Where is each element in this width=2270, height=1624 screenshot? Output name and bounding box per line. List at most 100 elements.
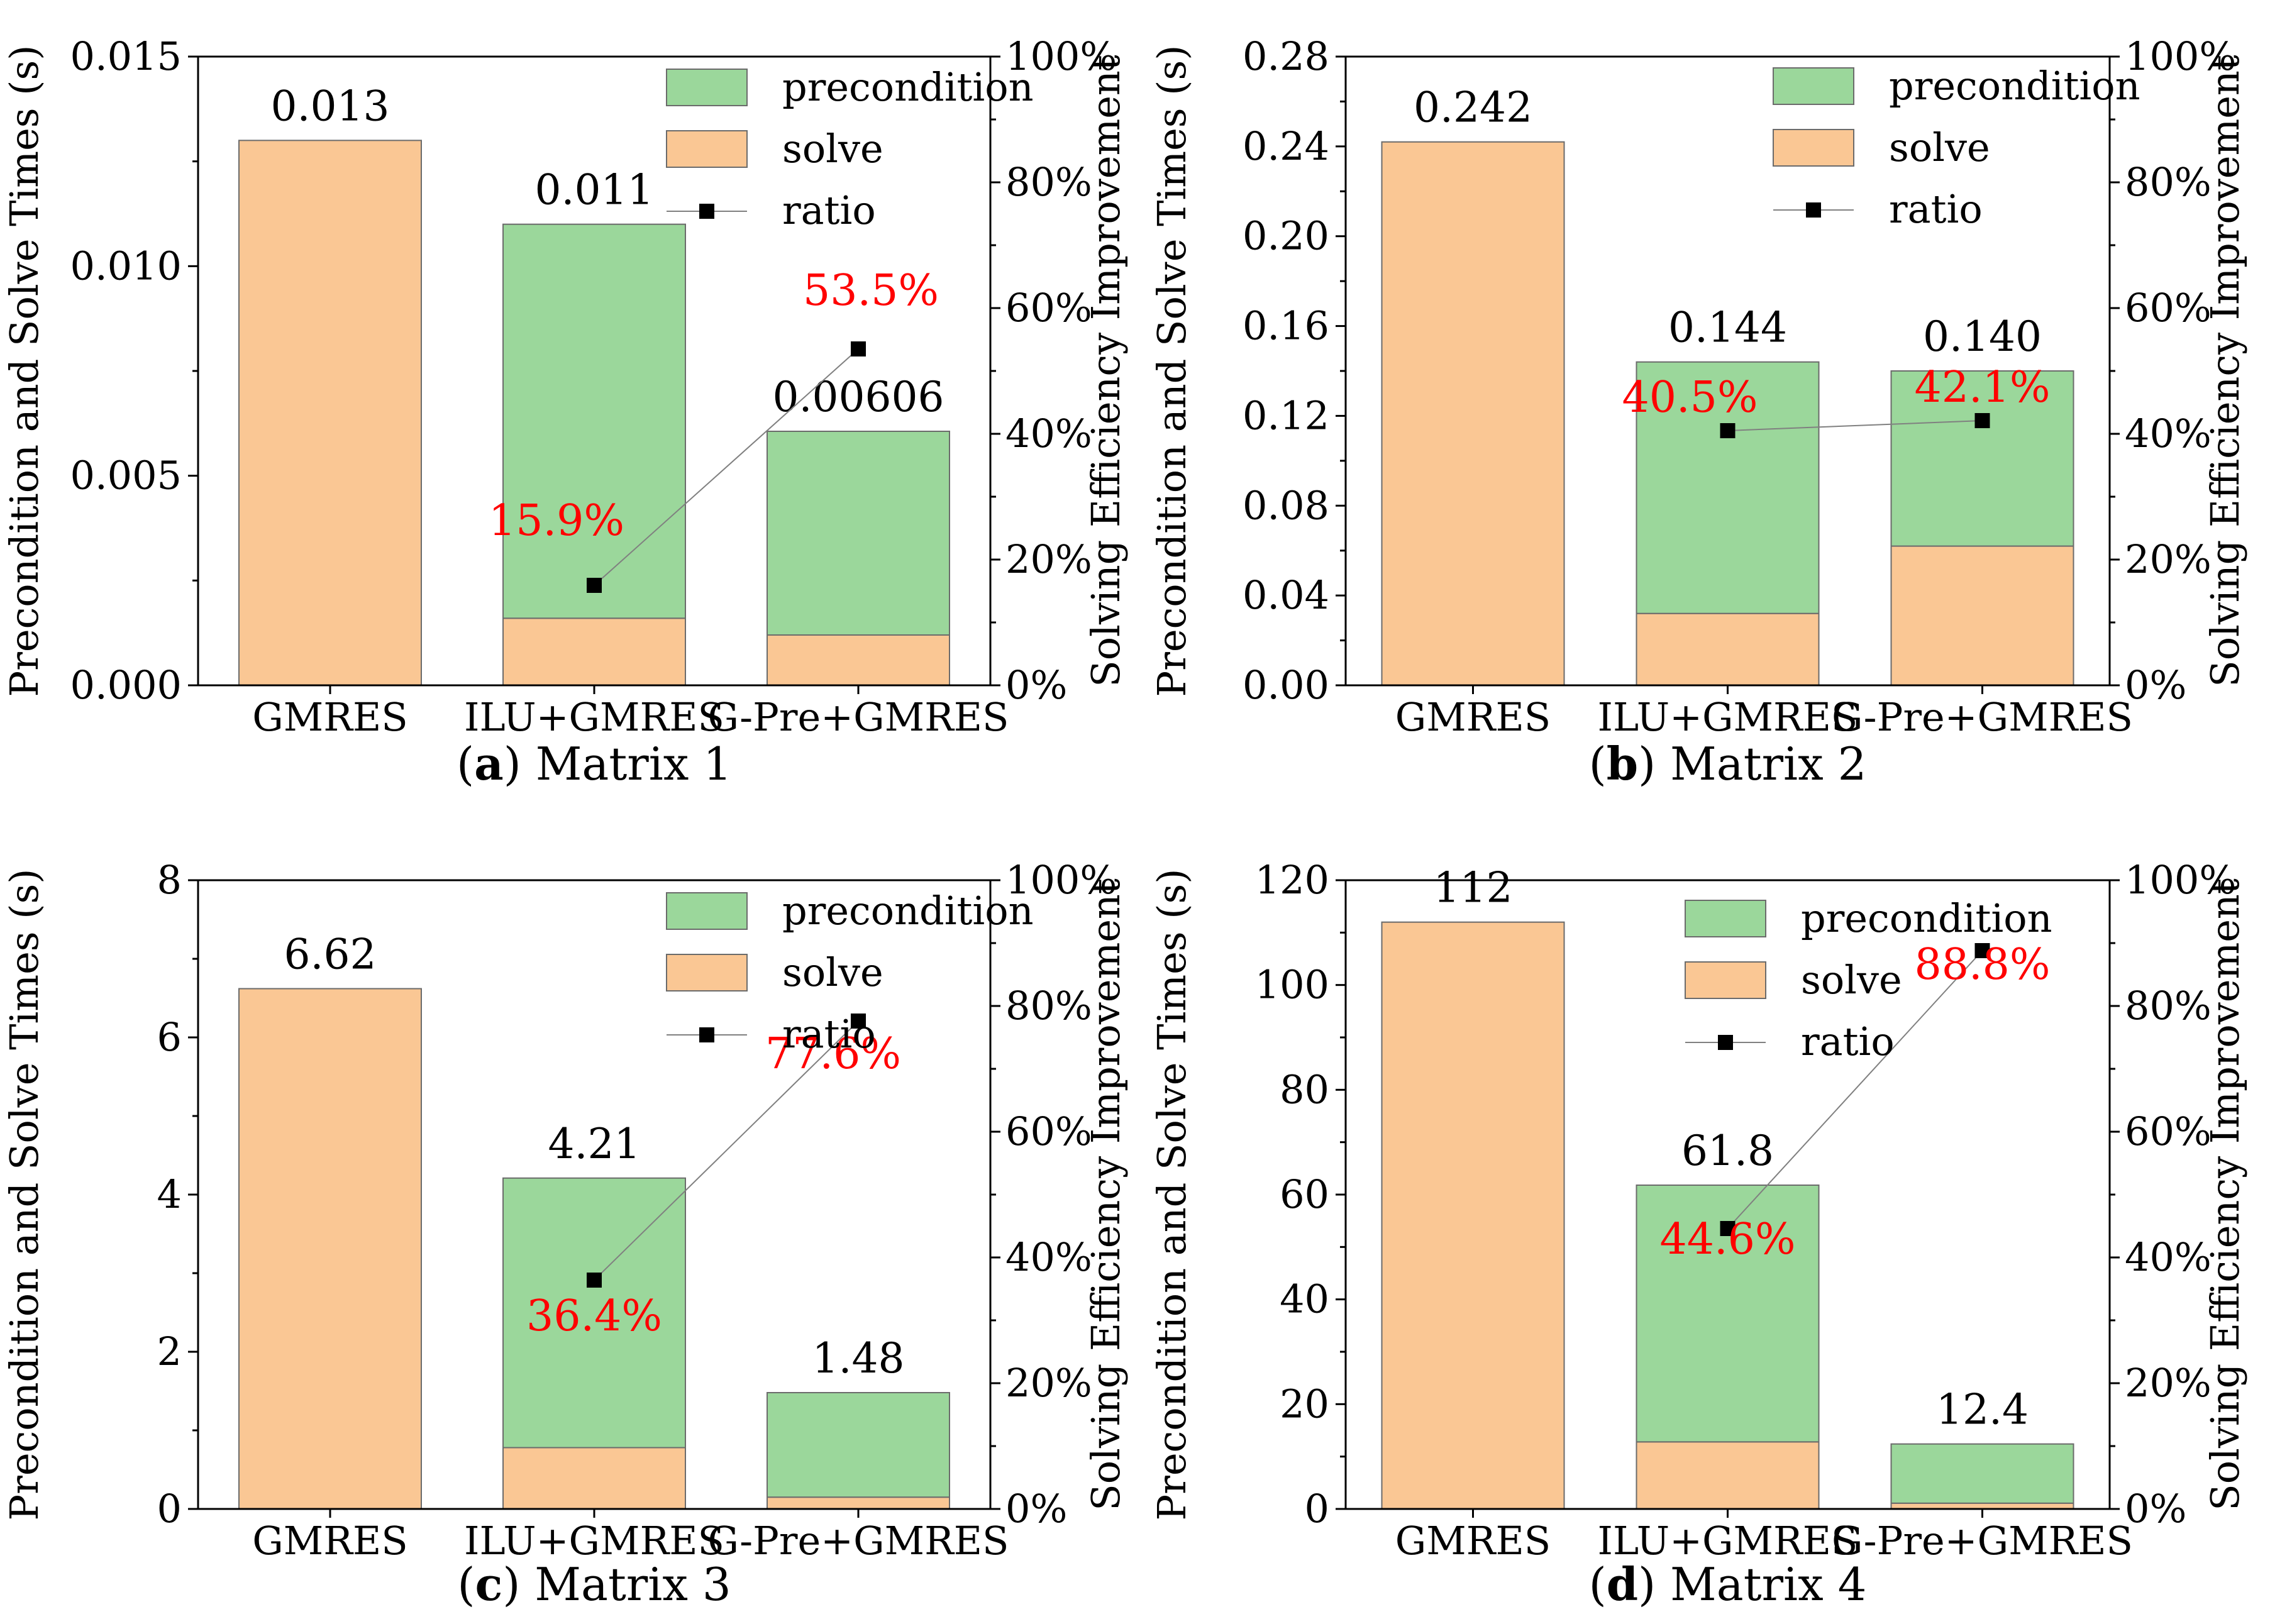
ratio-point-1-2 <box>851 341 866 356</box>
y2-tick-label-3-2: 20% <box>1005 1360 1092 1406</box>
total-label-1-2: 0.011 <box>535 166 654 214</box>
ratio-label-4-2: 88.8% <box>1914 940 2050 990</box>
bar-precondition-2-2 <box>1636 361 1820 614</box>
y-tick-label-2-8: 0.28 <box>1243 33 1329 79</box>
chart-panel-3: 6.62 GMRES 4.21 ILU+GMRES 1.48 G-Pre+GMRES 0 2 4… <box>1 857 1129 1611</box>
caption-open-paren-4: ( <box>1589 1558 1607 1611</box>
caption-3: (c) Matrix 3 <box>457 1557 731 1611</box>
legend-label-ratio-1: ratio <box>782 187 876 233</box>
bar-solve-4-2 <box>1636 1441 1820 1510</box>
y2-axis-title-1: Solving Efficiency Improvement <box>1083 55 1129 687</box>
ratio-point-2-1 <box>1720 423 1736 438</box>
caption-1: (a) Matrix 1 <box>457 737 732 790</box>
total-label-4-1: 112 <box>1434 864 1513 912</box>
caption-text-1: Matrix 1 <box>536 737 732 790</box>
ratio-label-3-2: 77.6% <box>765 1029 901 1079</box>
legend-4: precondition solve ratio <box>1685 895 2052 1064</box>
legend-swatch-precondition-3 <box>666 892 748 930</box>
y2-tick-label-1-1: 0% <box>1005 662 1067 708</box>
ratio-label-2-1: 40.5% <box>1622 373 1758 423</box>
bar-solve-3-1 <box>238 988 422 1510</box>
total-label-2-1: 0.242 <box>1414 84 1532 132</box>
legend-label-precondition-1: precondition <box>782 64 1034 110</box>
y-tick-label-2-3: 0.08 <box>1243 482 1329 528</box>
caption-letter-3: c <box>475 1557 502 1611</box>
legend-swatch-precondition-1 <box>666 69 748 106</box>
y2-tick-label-1-4: 60% <box>1005 285 1092 331</box>
legend-swatch-solve-3 <box>666 954 748 992</box>
legend-label-ratio-2: ratio <box>1889 186 1983 232</box>
ratio-line-4 <box>1727 950 1983 1229</box>
x-tick-label-2-2: ILU+GMRES <box>1598 694 1858 740</box>
y-tick-label-2-1: 0.00 <box>1243 662 1329 708</box>
bar-precondition-4-3 <box>1890 1443 2074 1504</box>
caption-text-2: Matrix 2 <box>1670 737 1866 790</box>
chart-panel-2: 0.242 GMRES 0.144 ILU+GMRES 0.140 G-Pre+GMRES… <box>1149 33 2248 790</box>
y2-tick-label-1-6: 100% <box>1005 33 1117 79</box>
caption-letter-4: d <box>1607 1557 1638 1611</box>
ratio-label-2-2: 42.1% <box>1914 363 2050 412</box>
caption-4: (d) Matrix 4 <box>1589 1557 1867 1611</box>
caption-close-paren-1: ) <box>504 737 536 790</box>
bar-precondition-2-3 <box>1890 370 2074 547</box>
total-label-3-1: 6.62 <box>284 931 377 979</box>
y2-tick-label-4-2: 20% <box>2125 1360 2212 1406</box>
bar-solve-1-3 <box>767 634 950 686</box>
x-tick-label-4-2: ILU+GMRES <box>1598 1518 1858 1564</box>
chart-panel-4: 112 GMRES 61.8 ILU+GMRES 12.4 G-Pre+GMRES 0 20 4… <box>1149 857 2248 1611</box>
y-tick-label-4-4: 60 <box>1280 1171 1329 1217</box>
legend-swatch-solve-1 <box>666 130 748 168</box>
y-tick-label-3-4: 6 <box>157 1014 182 1060</box>
legend-swatch-solve-2 <box>1773 129 1854 167</box>
y2-tick-label-3-6: 100% <box>1005 857 1117 903</box>
legend-label-ratio-3: ratio <box>782 1011 876 1057</box>
bar-solve-2-3 <box>1890 545 2074 686</box>
y-tick-label-3-3: 4 <box>157 1171 182 1217</box>
ratio-label-4-1: 44.6% <box>1659 1215 1795 1264</box>
legend-swatch-precondition-4 <box>1685 900 1766 937</box>
legend-swatch-ratio-marker-2 <box>1806 202 1821 218</box>
legend-swatch-ratio-marker-4 <box>1718 1035 1733 1050</box>
caption-letter-1: a <box>474 737 504 790</box>
legend-label-precondition-2: precondition <box>1889 63 2140 109</box>
y2-tick-label-1-3: 40% <box>1005 411 1092 456</box>
chart-panel-1: 0.013 GMRES 0.011 ILU+GMRES 0.00606 G-Pre+GMR… <box>1 33 1129 790</box>
y-tick-label-1-1: 0.000 <box>70 662 182 708</box>
total-label-1-1: 0.013 <box>271 82 390 130</box>
legend-3: precondition solve ratio <box>666 888 1034 1057</box>
bar-precondition-3-2 <box>502 1177 686 1449</box>
ratio-label-3-1: 36.4% <box>526 1291 662 1341</box>
total-label-2-2: 0.144 <box>1668 304 1787 352</box>
x-tick-label-2-3: G-Pre+GMRES <box>1832 694 2133 740</box>
y2-tick-label-2-5: 80% <box>2125 159 2212 205</box>
bar-solve-3-2 <box>502 1447 686 1510</box>
y2-tick-label-2-3: 40% <box>2125 411 2212 456</box>
caption-close-paren-4: ) <box>1638 1558 1670 1611</box>
bar-solve-2-1 <box>1381 141 1565 686</box>
y2-tick-label-3-5: 80% <box>1005 983 1092 1029</box>
y-axis-title-2: Precondition and Solve Times (s) <box>1149 45 1195 697</box>
caption-text-3: Matrix 3 <box>534 1558 731 1611</box>
bar-precondition-1-3 <box>767 431 950 636</box>
y-tick-label-1-2: 0.005 <box>70 453 182 499</box>
ratio-line-2 <box>1727 420 1983 431</box>
y-tick-label-4-1: 0 <box>1305 1486 1329 1532</box>
y2-axis-title-3: Solving Efficiency Improvement <box>1083 878 1129 1511</box>
total-label-4-2: 61.8 <box>1681 1127 1774 1175</box>
bar-precondition-1-2 <box>502 223 686 619</box>
caption-open-paren-1: ( <box>457 737 474 790</box>
ratio-label-1-2: 53.5% <box>803 266 939 316</box>
y-axis-title-1: Precondition and Solve Times (s) <box>1 45 47 697</box>
x-tick-label-4-3: G-Pre+GMRES <box>1832 1518 2133 1564</box>
bar-solve-1-1 <box>238 140 422 687</box>
bar-solve-2-2 <box>1636 612 1820 687</box>
total-label-1-3: 0.00606 <box>773 373 944 421</box>
total-label-3-3: 1.48 <box>812 1334 905 1383</box>
x-tick-label-4-1: GMRES <box>1395 1518 1551 1564</box>
ratio-line-3 <box>594 1020 859 1281</box>
y2-tick-label-2-1: 0% <box>2125 662 2186 708</box>
y2-tick-label-2-6: 100% <box>2125 33 2236 79</box>
x-tick-label-1-3: G-Pre+GMRES <box>707 694 1009 740</box>
y2-tick-label-2-4: 60% <box>2125 285 2212 331</box>
